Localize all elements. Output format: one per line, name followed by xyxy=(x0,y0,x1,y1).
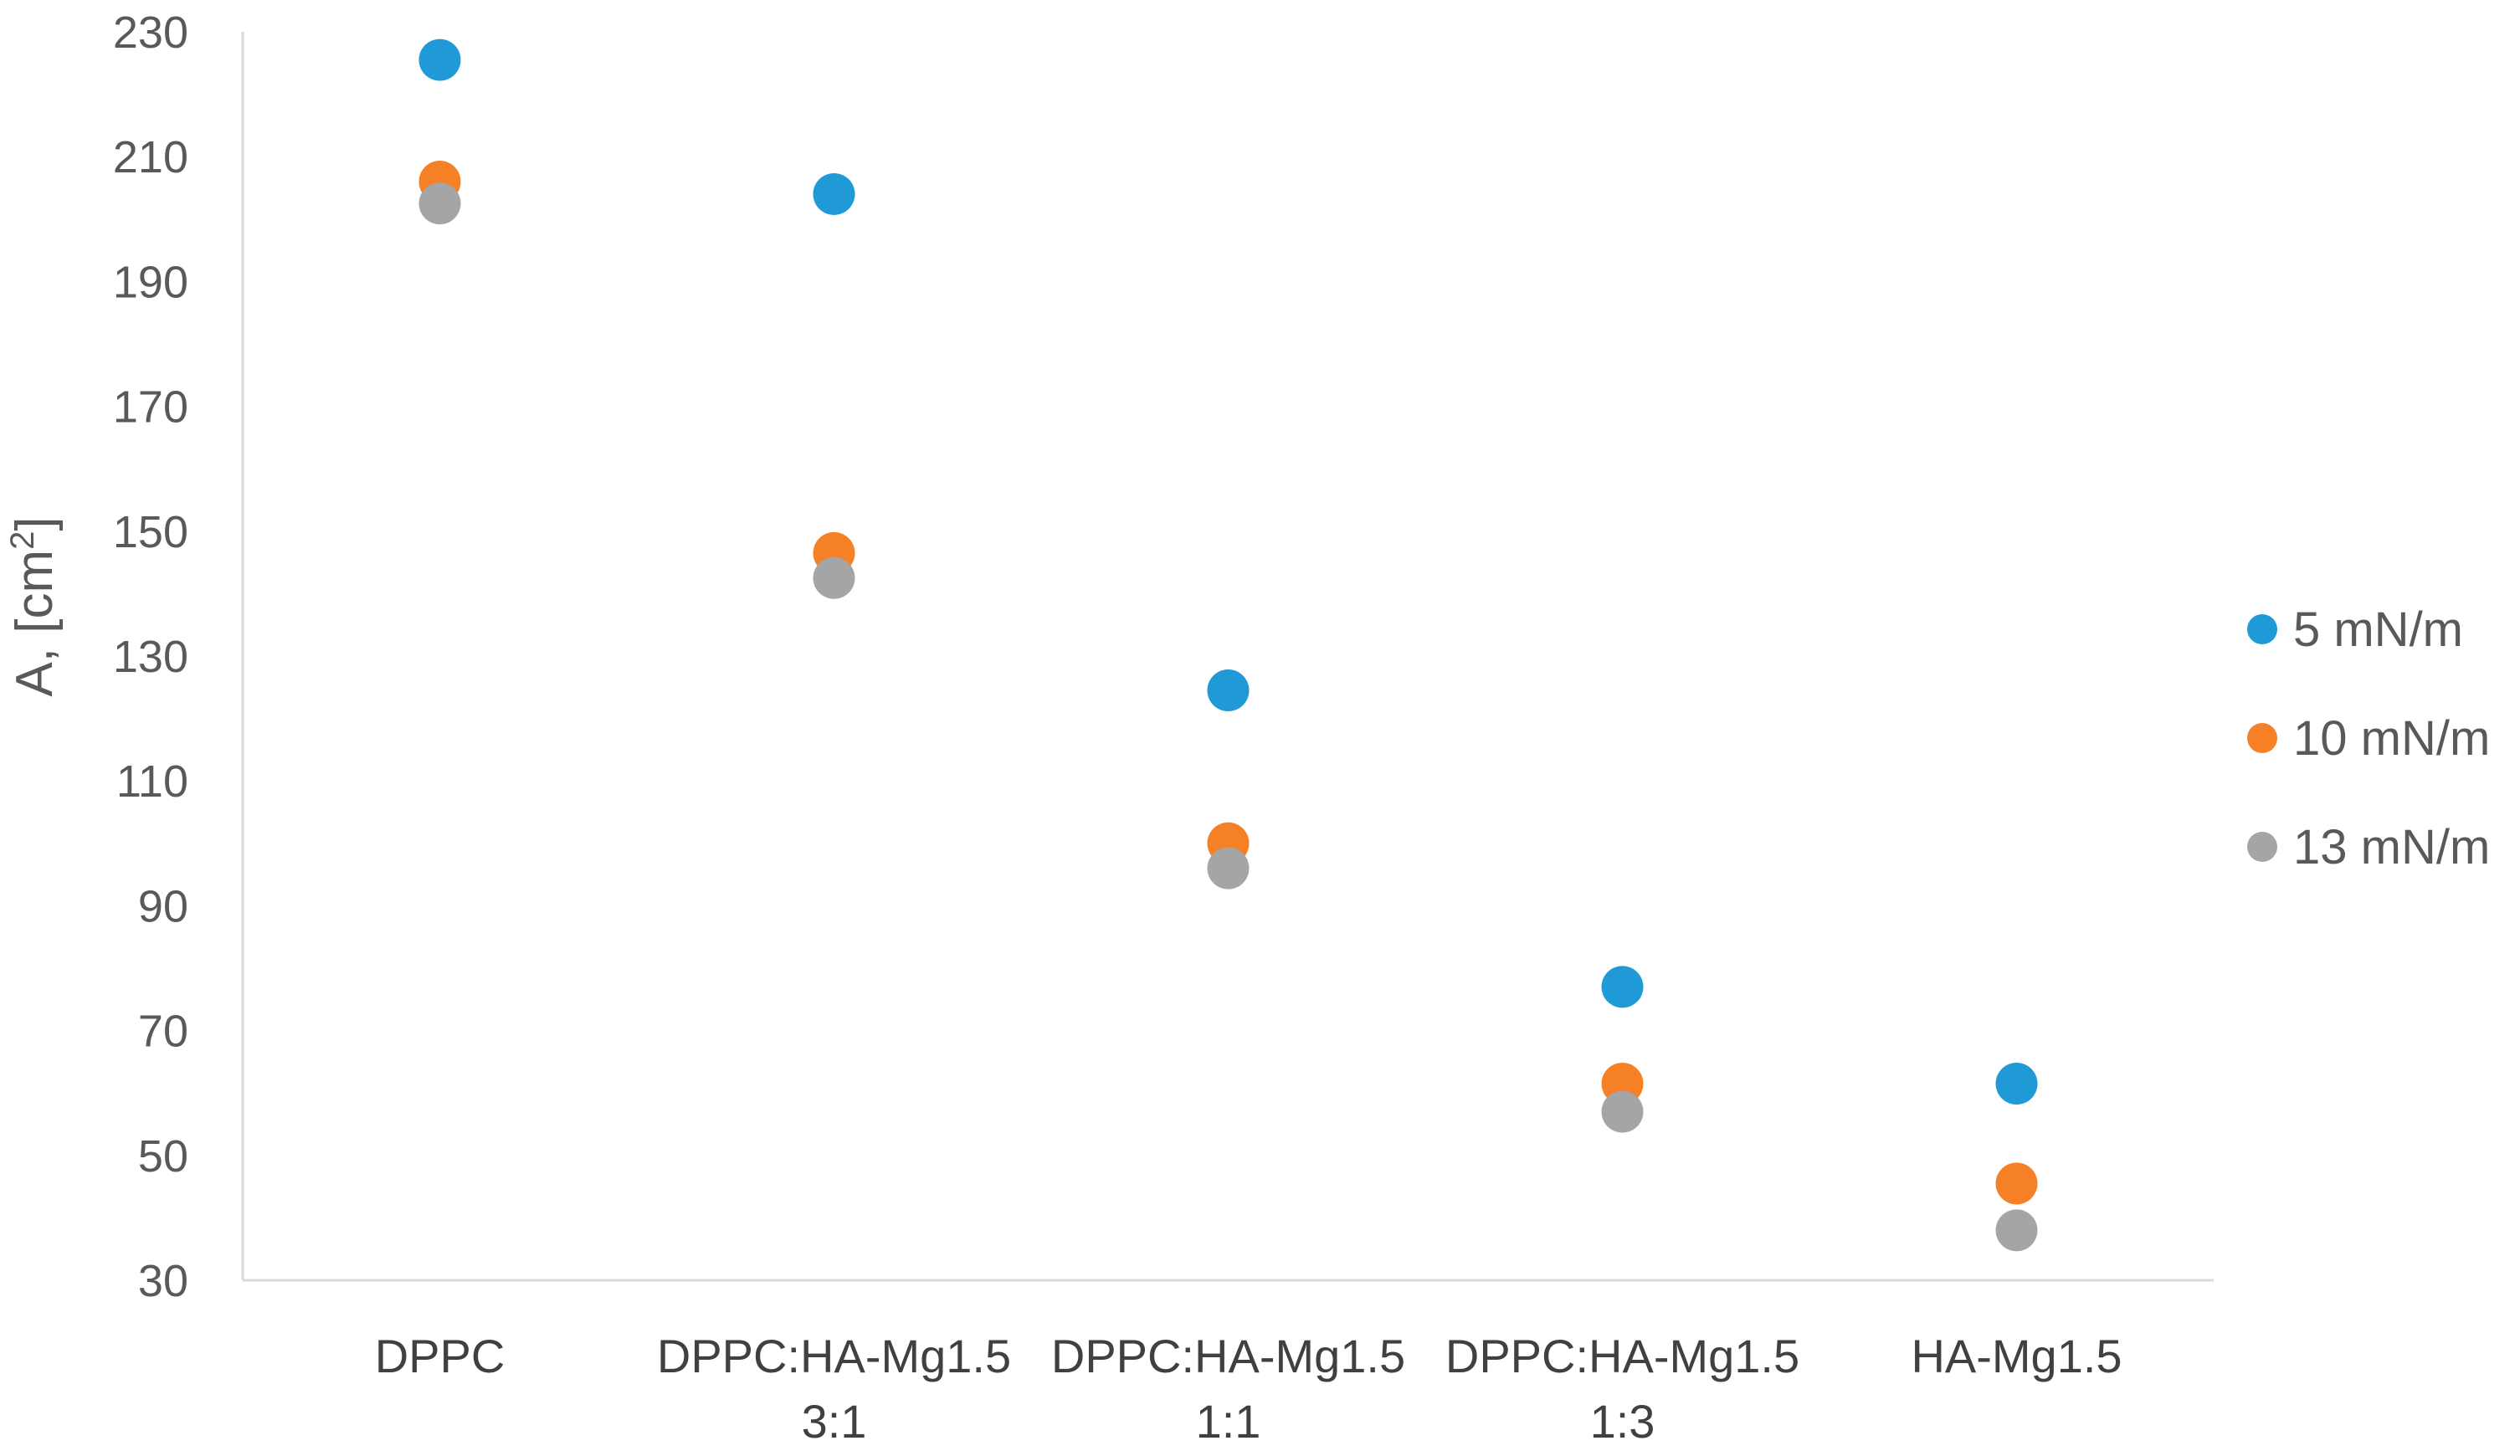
y-axis-title: A, [cm2] xyxy=(4,516,64,696)
x-category-label: DPPC:HA-Mg1.5 xyxy=(1445,1330,1799,1382)
x-category-label-line2: 1:3 xyxy=(1590,1395,1655,1448)
data-point-series-1 xyxy=(813,172,855,215)
data-point-series-1 xyxy=(418,38,461,81)
legend-label: 5 mN/m xyxy=(2293,602,2463,657)
legend-label: 13 mN/m xyxy=(2293,820,2490,874)
y-tick-label: 30 xyxy=(138,1256,188,1306)
x-category-label: DPPC xyxy=(375,1330,506,1382)
y-tick-label: 190 xyxy=(113,257,188,307)
data-points xyxy=(418,38,2038,1252)
data-point-series-3 xyxy=(1601,1090,1644,1133)
y-axis-title-suffix: ] xyxy=(6,516,64,531)
legend-label: 10 mN/m xyxy=(2293,711,2490,766)
y-tick-label: 50 xyxy=(138,1131,188,1182)
y-tick-label: 210 xyxy=(113,132,188,182)
y-tick-label: 150 xyxy=(113,507,188,557)
y-axis-title-superscript: 2 xyxy=(4,531,41,550)
x-category-label: HA-Mg1.5 xyxy=(1911,1330,2122,1382)
x-category-label: DPPC:HA-Mg1.5 xyxy=(657,1330,1011,1382)
y-axis-title-main: A, [cm xyxy=(6,550,64,697)
x-axis-category-labels: DPPC DPPC:HA-Mg1.5 3:1 DPPC:HA-Mg1.5 1:1 DPPC… xyxy=(375,1330,2122,1448)
legend: 5 mN/m 10 mN/m 13 mN/m xyxy=(2247,602,2490,874)
y-tick-label: 110 xyxy=(116,756,188,807)
legend-marker xyxy=(2247,723,2277,753)
y-tick-label: 170 xyxy=(113,382,188,433)
data-point-series-3 xyxy=(813,556,855,599)
data-point-series-3 xyxy=(418,182,461,225)
data-point-series-2 xyxy=(1995,1162,2038,1205)
y-axis-tick-labels: 30 50 70 90 110 130 150 170 190 210 230 xyxy=(113,8,188,1306)
y-tick-label: 130 xyxy=(113,632,188,682)
y-tick-label: 230 xyxy=(113,8,188,58)
legend-marker xyxy=(2247,832,2277,862)
data-point-series-1 xyxy=(1207,669,1250,712)
y-tick-label: 90 xyxy=(138,881,188,931)
data-point-series-1 xyxy=(1995,1063,2038,1105)
data-point-series-1 xyxy=(1601,966,1644,1008)
x-category-label: DPPC:HA-Mg1.5 xyxy=(1051,1330,1405,1382)
legend-marker xyxy=(2247,614,2277,644)
data-point-series-3 xyxy=(1995,1209,2038,1252)
x-category-label-line2: 3:1 xyxy=(802,1395,867,1448)
y-tick-label: 70 xyxy=(138,1007,188,1057)
x-category-label-line2: 1:1 xyxy=(1196,1395,1261,1448)
data-point-series-3 xyxy=(1207,847,1250,889)
